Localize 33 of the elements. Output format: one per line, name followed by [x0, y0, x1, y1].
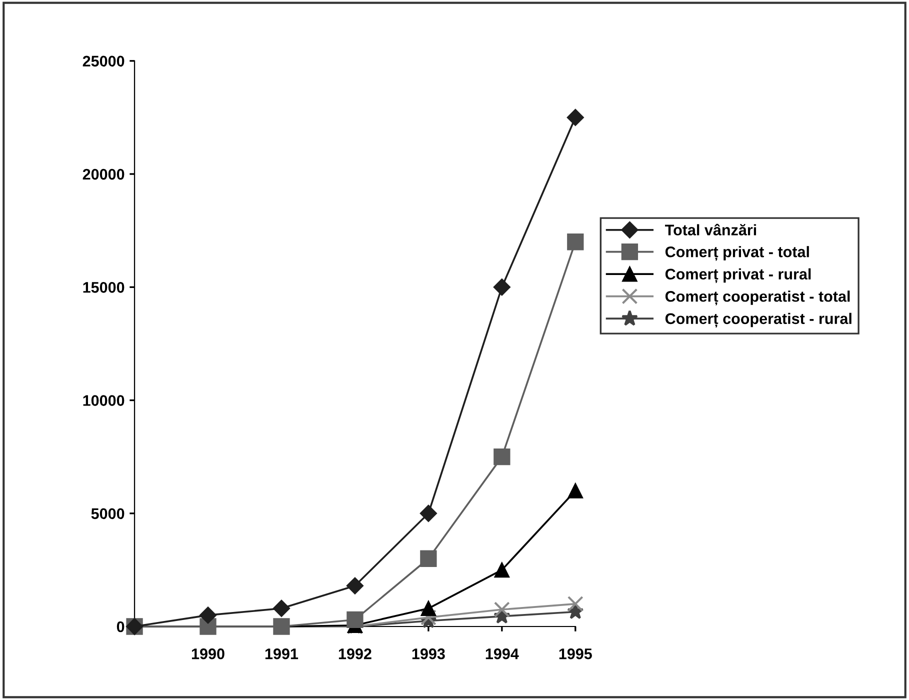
- point: [420, 504, 437, 522]
- point: [568, 483, 584, 498]
- x-tick-label: 1992: [338, 648, 372, 660]
- point: [566, 108, 584, 126]
- y-tick-label: 15000: [83, 282, 124, 293]
- point: [494, 562, 510, 578]
- x-tick-label: 1991: [265, 648, 298, 660]
- x-tick-label: 1990: [192, 648, 224, 660]
- y-tick-label: 20000: [82, 168, 124, 180]
- point: [346, 577, 364, 594]
- point: [346, 611, 364, 628]
- point: [567, 596, 584, 612]
- point: [272, 600, 290, 617]
- point: [420, 550, 437, 567]
- x-tick-label: 1993: [412, 648, 445, 660]
- point: [420, 600, 436, 616]
- y-tick-label: 0: [116, 621, 124, 632]
- legend-label: Comerț privat - rural: [665, 268, 811, 283]
- point: [494, 602, 510, 618]
- point: [493, 278, 510, 296]
- y-tick-label: 5000: [91, 508, 124, 520]
- x-tick-label: 1994: [486, 648, 519, 660]
- point: [567, 234, 584, 250]
- y-tick-label: 10000: [83, 395, 124, 406]
- point: [199, 606, 217, 624]
- y-tick-label: 25000: [82, 56, 124, 67]
- x-tick-label: 1995: [559, 648, 592, 660]
- legend-label: Comerț privat - total: [665, 246, 809, 261]
- legend-label: Total vânzări: [665, 224, 756, 236]
- legend-label: Comerț cooperatist - rural: [665, 312, 852, 328]
- point: [494, 448, 510, 466]
- point: [420, 609, 436, 626]
- legend-label: Comerț cooperatist - total: [665, 290, 850, 306]
